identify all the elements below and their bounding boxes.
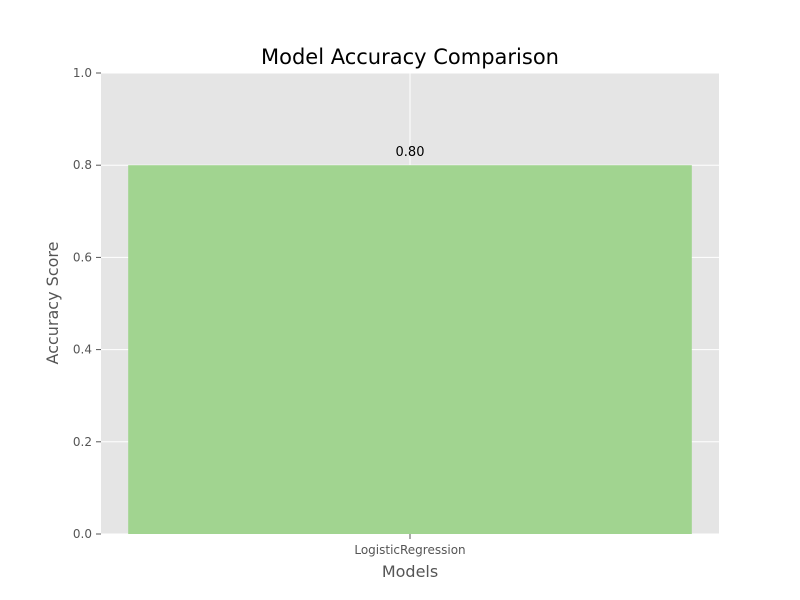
bars	[128, 165, 692, 534]
y-tick-label: 0.0	[73, 527, 92, 541]
axis-ticks: 0.0 0.2 0.4 0.6 0.8 1.0 LogisticRegression	[73, 66, 466, 557]
x-axis-label: Models	[382, 562, 438, 581]
y-tick-label: 0.6	[73, 250, 92, 264]
y-tick-label: 0.2	[73, 435, 92, 449]
y-axis-label: Accuracy Score	[43, 242, 62, 365]
data-labels: 0.80	[396, 145, 425, 160]
y-tick-label: 0.8	[73, 158, 92, 172]
y-tick-label: 0.4	[73, 343, 92, 357]
bar-logisticregression	[128, 165, 692, 534]
bar-value-label: 0.80	[396, 145, 425, 160]
chart-title: Model Accuracy Comparison	[261, 45, 559, 69]
x-tick-label: LogisticRegression	[354, 543, 465, 557]
y-tick-label: 1.0	[73, 66, 92, 80]
